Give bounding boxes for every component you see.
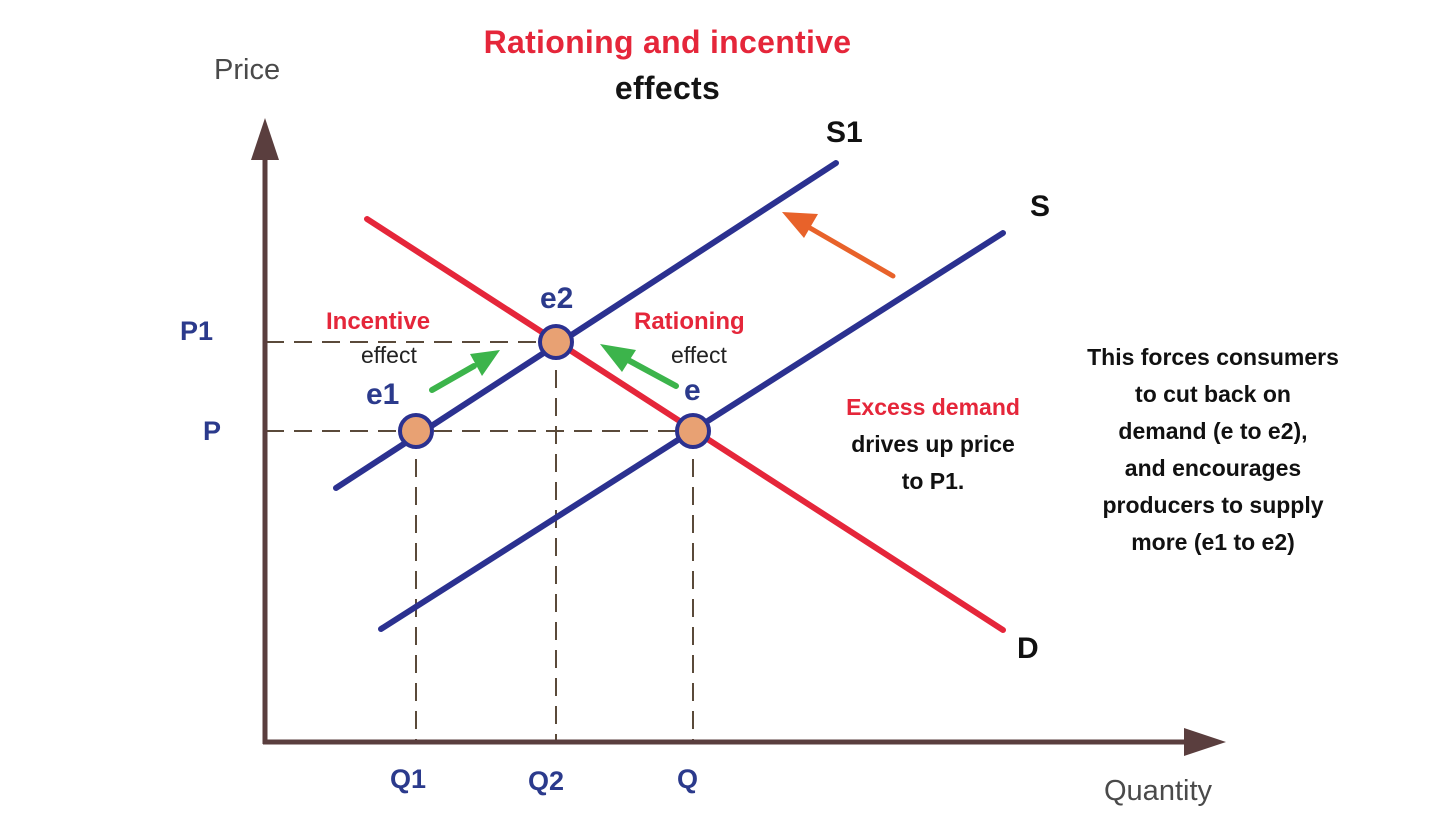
point-e-marker xyxy=(675,413,711,449)
y-axis-arrowhead xyxy=(251,118,279,160)
explanation-line3: demand (e to e2), xyxy=(1118,418,1308,444)
point-label-e: e xyxy=(684,374,701,407)
explanation-line2: to cut back on xyxy=(1135,381,1291,407)
point-label-e2: e2 xyxy=(540,282,574,315)
y-tick-p1: P1 xyxy=(180,316,214,346)
explanation-line5: producers to supply xyxy=(1102,492,1324,518)
explanation-note: This forces consumers to cut back on dem… xyxy=(1060,339,1366,561)
excess-demand-note: Excess demand drives up price to P1. xyxy=(818,389,1048,500)
excess-demand-line2: drives up price xyxy=(851,431,1015,457)
point-e2-marker xyxy=(538,324,574,360)
axes xyxy=(251,118,1226,756)
guide-lines xyxy=(266,341,694,742)
y-axis-label: Price xyxy=(214,54,281,86)
y-tick-p: P xyxy=(203,416,222,446)
rationing-effect-sub: effect xyxy=(671,342,727,368)
x-axis-label: Quantity xyxy=(1104,775,1212,807)
explanation-line1: This forces consumers xyxy=(1087,344,1339,370)
rationing-effect-title: Rationing xyxy=(634,308,745,335)
incentive-effect-arrow xyxy=(429,350,500,393)
rationing-effect-arrow xyxy=(600,344,679,389)
x-tick-q: Q xyxy=(677,764,699,794)
explanation-line6: more (e1 to e2) xyxy=(1131,529,1295,555)
x-axis-arrowhead xyxy=(1184,728,1226,756)
x-tick-q1: Q1 xyxy=(390,764,427,794)
curve-label-s: S xyxy=(1030,190,1051,223)
incentive-effect-sub: effect xyxy=(361,342,417,368)
curve-label-d: D xyxy=(1017,632,1039,665)
point-label-e1: e1 xyxy=(366,378,400,411)
explanation-line4: and encourages xyxy=(1124,455,1302,481)
diagram-title-line1: Rationing and incentive xyxy=(483,24,852,60)
excess-demand-line3: to P1. xyxy=(901,468,965,494)
curve-label-s1: S1 xyxy=(826,116,863,149)
diagram-title-line2: effects xyxy=(614,70,721,106)
excess-demand-line1: Excess demand xyxy=(846,394,1020,420)
incentive-effect-title: Incentive xyxy=(326,308,431,335)
supply-shift-arrow xyxy=(782,212,896,279)
x-tick-q2: Q2 xyxy=(528,766,565,796)
point-e1-marker xyxy=(398,413,434,449)
